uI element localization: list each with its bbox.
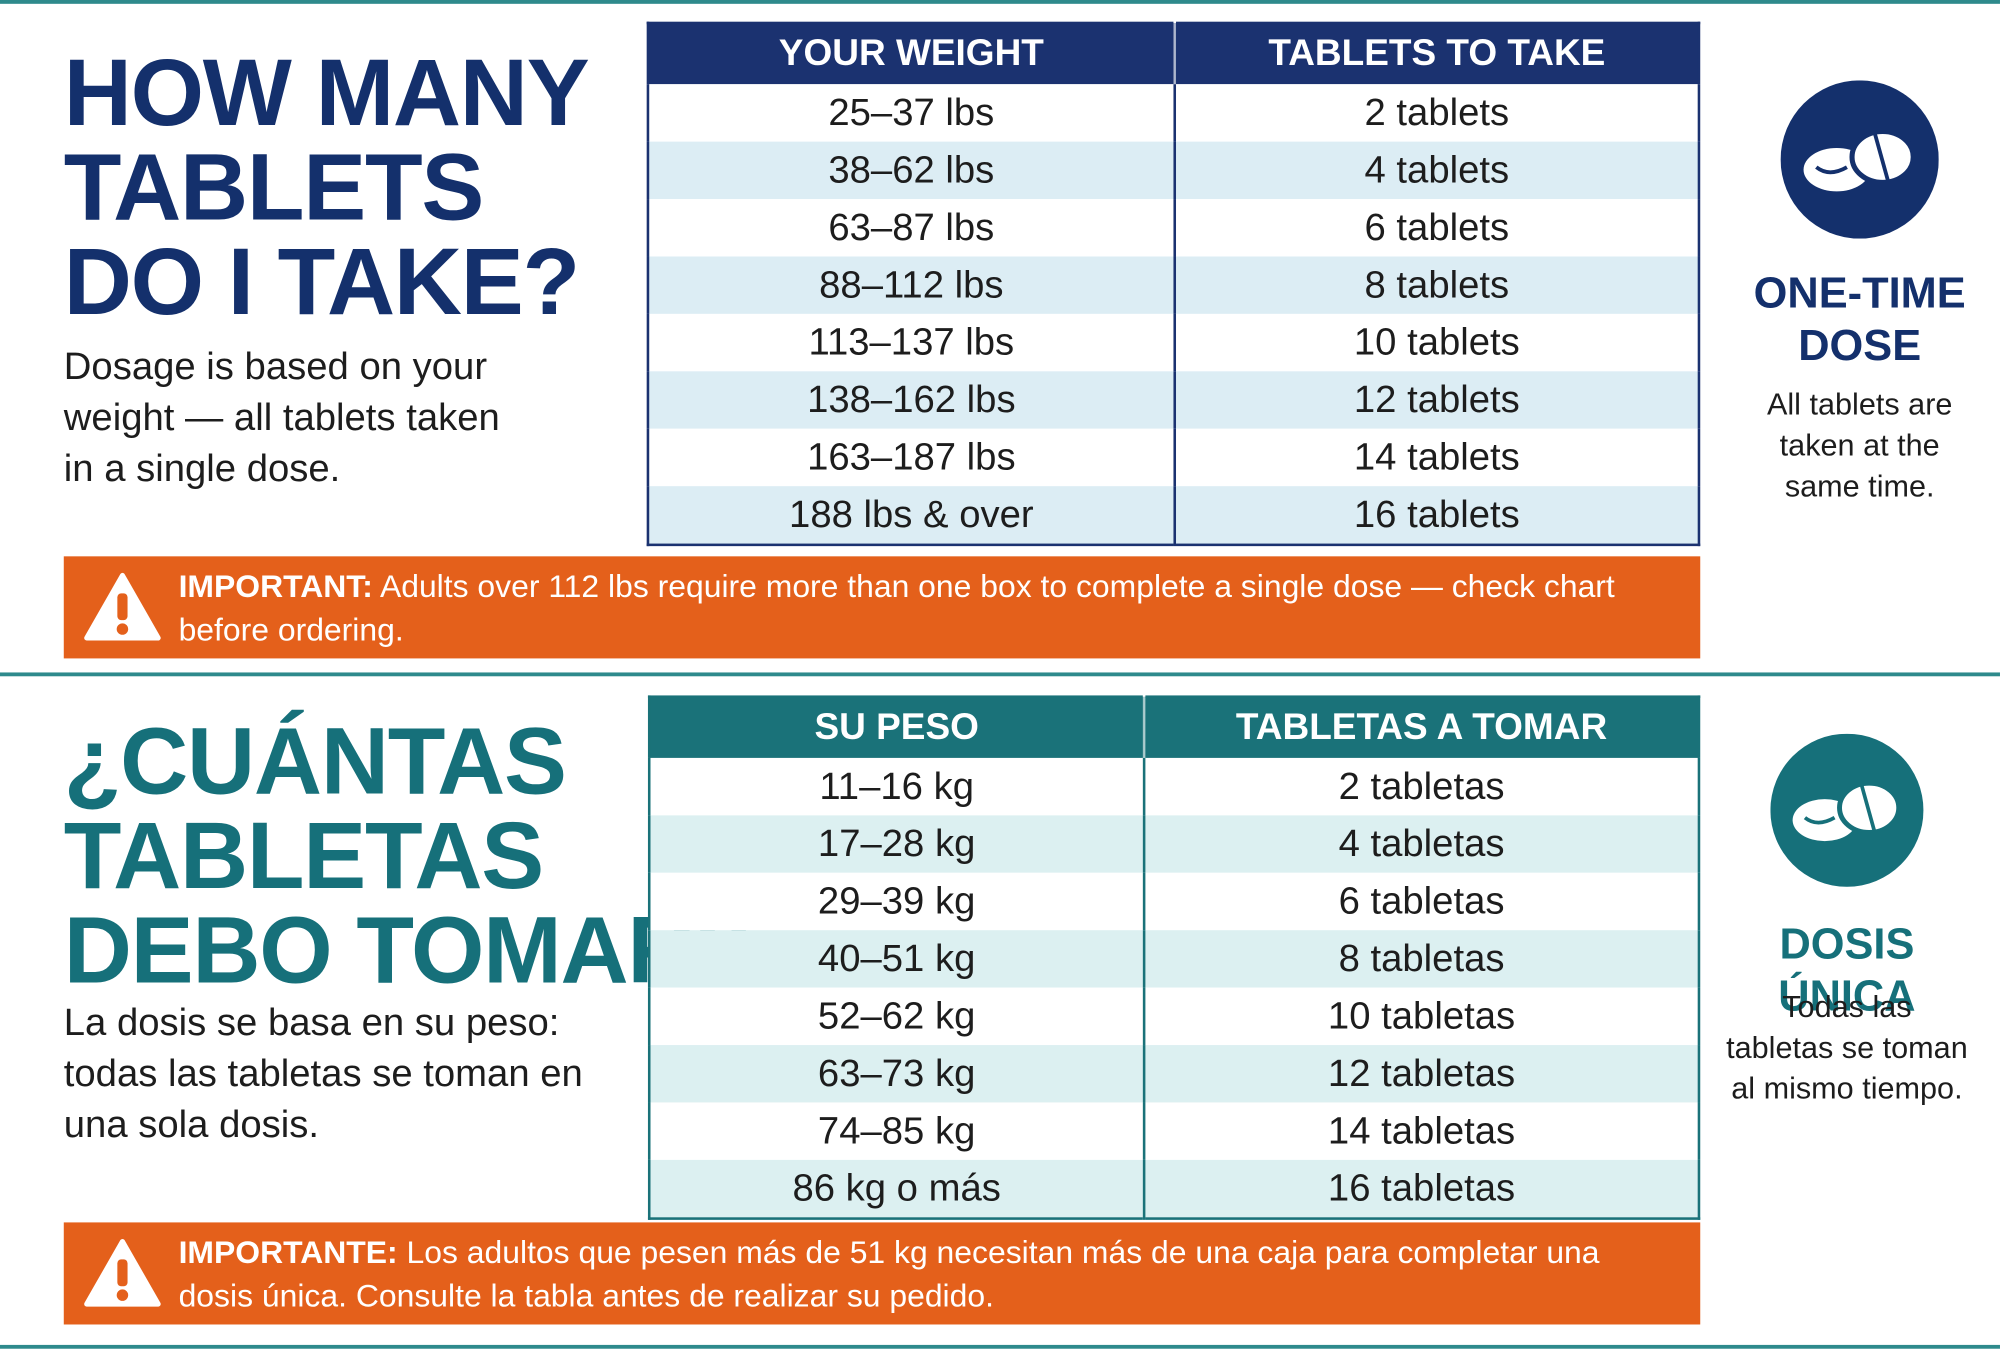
- notice-label: IMPORTANTE:: [178, 1235, 398, 1271]
- table-row: 188 lbs & over 16 tablets: [647, 486, 1699, 545]
- table-cell: 25–37 lbs: [647, 84, 1177, 142]
- table-row: 40–51 kg 8 tabletas: [649, 930, 1699, 988]
- pill-icon: [1780, 80, 1939, 239]
- table-row: 52–62 kg 10 tabletas: [649, 987, 1699, 1046]
- table-cell: 38–62 lbs: [647, 141, 1177, 200]
- pill-icon: [1770, 733, 1924, 887]
- notice-text: IMPORTANTE: Los adultos que pesen más de…: [179, 1231, 1671, 1318]
- heading-line: DEBO TOMAR?: [63, 897, 752, 1003]
- table-row: 74–85 kg 14 tabletas: [649, 1102, 1699, 1160]
- column-header: TABLETS TO TAKE: [1268, 33, 1606, 75]
- notice: IMPORTANT: Adults over 112 lbs require m…: [63, 556, 1701, 659]
- heading-line: TABLETS: [63, 133, 485, 240]
- heading: ¿CUÁNTAS TABLETAS DEBO TOMAR?: [63, 708, 752, 1003]
- table-cell: 8 tabletas: [1338, 937, 1505, 980]
- table-cell: 138–162 lbs: [647, 371, 1177, 429]
- notice-body: Los adultos que pesen más de 51 kg neces…: [178, 1235, 1600, 1315]
- table-row: 163–187 lbs 14 tablets: [647, 428, 1699, 487]
- table-row: 113–137 lbs 10 tablets: [647, 313, 1699, 372]
- column-header: TABLETAS A TOMAR: [1235, 706, 1608, 748]
- table-cell: 10 tablets: [1353, 320, 1520, 364]
- table-cell: 2 tablets: [1364, 91, 1510, 134]
- table-row: 63–73 kg 12 tabletas: [649, 1045, 1699, 1103]
- table-row: 11–16 kg 2 tabletas: [649, 757, 1699, 816]
- heading-line: HOW MANY: [63, 39, 590, 146]
- warning-icon: [84, 1238, 161, 1307]
- badge-title: ONE-TIME DOSE: [1753, 269, 1966, 371]
- table-row: 17–28 kg 4 tabletas: [649, 815, 1699, 873]
- dosage-table: SU PESO TABLETAS A TOMAR 11–16 kg 2 tableta…: [647, 695, 1701, 1220]
- table-cell: 14 tabletas: [1327, 1109, 1516, 1152]
- heading-line: ¿CUÁNTAS: [63, 708, 567, 815]
- table-row: 29–39 kg 6 tabletas: [649, 872, 1699, 931]
- table-cell: 29–39 kg: [649, 872, 1146, 931]
- table-cell: 188 lbs & over: [647, 486, 1177, 545]
- table-cell: 52–62 kg: [649, 987, 1146, 1046]
- column-header: SU PESO: [649, 696, 1146, 758]
- heading-line: DO I TAKE?: [63, 228, 580, 335]
- notice-body: Adults over 112 lbs require more than on…: [178, 569, 1615, 649]
- table-cell: 16 tabletas: [1327, 1166, 1516, 1210]
- table-cell: 86 kg o más: [649, 1159, 1146, 1219]
- badge-text: Todas las tabletas se toman al mismo tie…: [1726, 990, 1968, 1107]
- table-cell: 11–16 kg: [649, 757, 1146, 816]
- table-cell: 16 tablets: [1353, 493, 1520, 536]
- heading-line: TABLETAS: [63, 802, 544, 909]
- table-cell: 6 tablets: [1364, 206, 1510, 249]
- table-row: 25–37 lbs 2 tablets: [647, 84, 1699, 142]
- warning-icon: [84, 572, 161, 641]
- table-cell: 17–28 kg: [649, 815, 1146, 873]
- description: Dosage is based on your weight — all tab…: [63, 345, 500, 490]
- column-header: YOUR WEIGHT: [647, 22, 1177, 85]
- heading: HOW MANY TABLETS DO I TAKE?: [63, 39, 590, 335]
- table-row: 86 kg o más 16 tabletas: [649, 1159, 1699, 1219]
- notice-label: IMPORTANT:: [178, 569, 373, 605]
- table-cell: 113–137 lbs: [647, 313, 1177, 372]
- table-cell: 40–51 kg: [649, 930, 1146, 988]
- header-row: SU PESO TABLETAS A TOMAR: [649, 696, 1699, 758]
- table-cell: 88–112 lbs: [647, 256, 1177, 314]
- table-cell: 74–85 kg: [649, 1102, 1146, 1160]
- dosage-table: YOUR WEIGHT TABLETS TO TAKE 25–37 lbs 2 tab…: [646, 21, 1701, 547]
- table-row: 63–87 lbs 6 tablets: [647, 199, 1699, 257]
- table-cell: 2 tabletas: [1338, 764, 1505, 808]
- header-row: YOUR WEIGHT TABLETS TO TAKE: [647, 22, 1699, 85]
- table-row: 38–62 lbs 4 tablets: [647, 141, 1699, 200]
- table-cell: 12 tabletas: [1327, 1052, 1516, 1095]
- description: La dosis se basa en su peso: todas las t…: [63, 1001, 583, 1146]
- table-row: 138–162 lbs 12 tablets: [647, 371, 1699, 429]
- table-cell: 63–87 lbs: [647, 199, 1177, 257]
- table-cell: 63–73 kg: [649, 1045, 1146, 1103]
- top-rule: [0, 0, 2000, 4]
- notice: IMPORTANTE: Los adultos que pesen más de…: [63, 1222, 1701, 1325]
- table-cell: 8 tablets: [1364, 263, 1510, 306]
- badge-title: DOSIS ÚNICA: [1778, 919, 1916, 1021]
- table-cell: 14 tablets: [1353, 435, 1520, 478]
- table-cell: 4 tabletas: [1338, 822, 1505, 865]
- table-cell: 10 tabletas: [1327, 994, 1516, 1037]
- table-cell: 6 tabletas: [1338, 879, 1505, 922]
- table-cell: 163–187 lbs: [647, 428, 1177, 487]
- bottom-rule: [0, 1344, 2000, 1349]
- table-cell: 4 tablets: [1364, 148, 1510, 191]
- badge-text: All tablets are taken at the same time.: [1766, 387, 1953, 505]
- table-row: 88–112 lbs 8 tablets: [647, 256, 1699, 314]
- table-cell: 12 tablets: [1353, 378, 1520, 421]
- notice-text: IMPORTANT: Adults over 112 lbs require m…: [179, 565, 1671, 652]
- divider: [0, 672, 2000, 677]
